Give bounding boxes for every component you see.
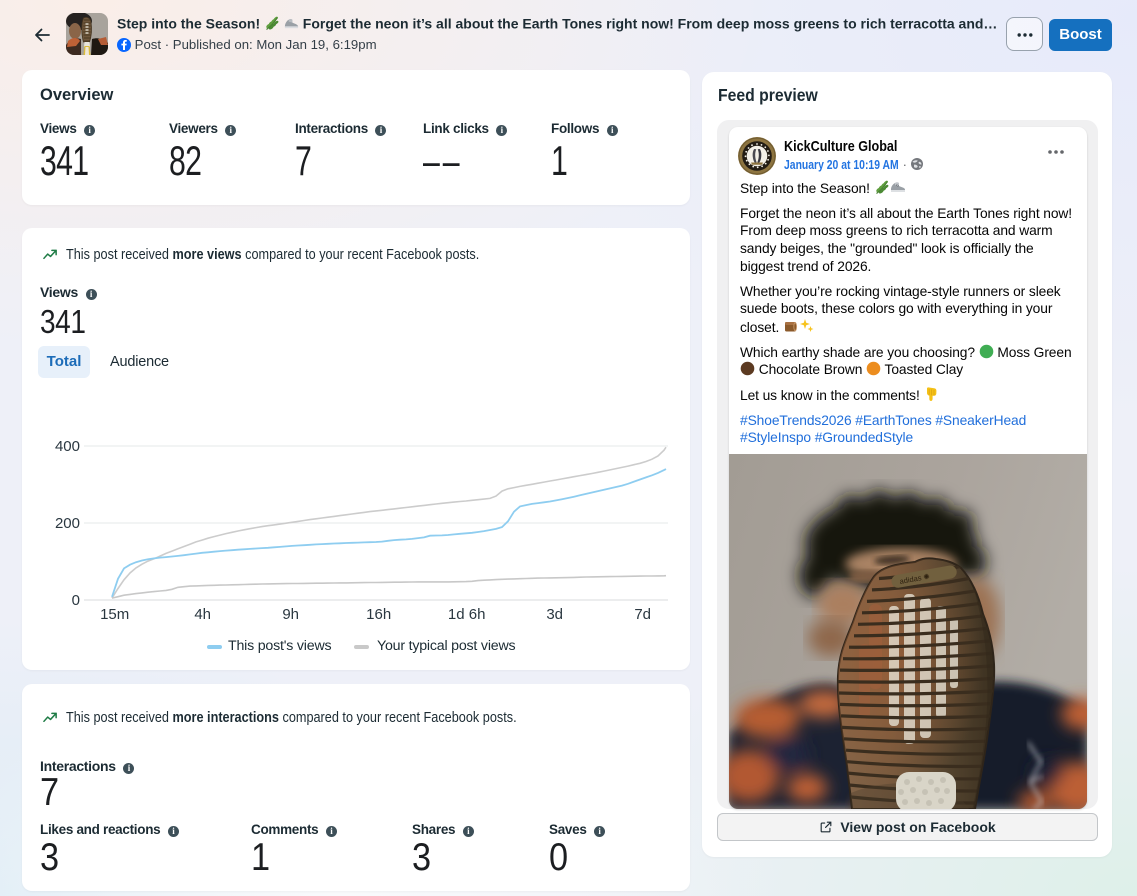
svg-text:3d: 3d — [546, 606, 563, 623]
svg-text:16h: 16h — [366, 606, 391, 623]
svg-text:0: 0 — [72, 592, 80, 609]
svg-text:400: 400 — [55, 438, 80, 455]
svg-text:7d: 7d — [634, 606, 651, 623]
svg-text:9h: 9h — [282, 606, 299, 623]
svg-text:4h: 4h — [194, 606, 211, 623]
svg-text:200: 200 — [55, 515, 80, 532]
svg-text:1d 6h: 1d 6h — [448, 606, 486, 623]
svg-text:15m: 15m — [100, 606, 129, 623]
